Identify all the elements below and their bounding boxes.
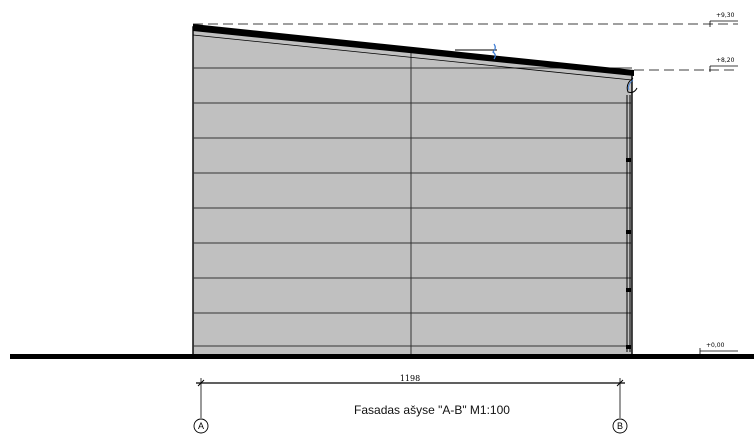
axis-label-a: A: [198, 421, 204, 431]
dimension-line: 1198: [196, 374, 625, 418]
roof-edge: [193, 24, 634, 76]
pipe-bracket: [626, 230, 631, 234]
level-label-ground: +0,00: [706, 342, 725, 349]
panel-joints: [193, 67, 632, 347]
level-marker-eave: +8,20: [634, 57, 738, 72]
wall-cladding: [192, 26, 633, 356]
level-label-top: +9,30: [716, 12, 735, 19]
level-marker-ground: +0,00: [699, 342, 738, 354]
axis-label-b: B: [617, 421, 623, 431]
downpipe: [626, 77, 638, 352]
level-label-eave: +8,20: [716, 57, 735, 64]
drawing-caption: Fasadas ašyse "A-B" M1:100: [354, 403, 510, 417]
pipe-bracket: [626, 288, 631, 292]
roof-fixture-icon: [492, 43, 496, 60]
axis-marker-a: A: [193, 418, 209, 434]
dimension-value: 1198: [400, 374, 420, 383]
roof-fascia-line: [192, 34, 633, 81]
level-marker-top: +9,30: [193, 12, 738, 27]
ground-line: [10, 354, 754, 359]
pipe-bracket: [626, 158, 631, 162]
gutter-outlet-icon: [626, 77, 638, 93]
axis-marker-b: B: [612, 418, 628, 434]
pipe-bracket: [626, 345, 631, 349]
